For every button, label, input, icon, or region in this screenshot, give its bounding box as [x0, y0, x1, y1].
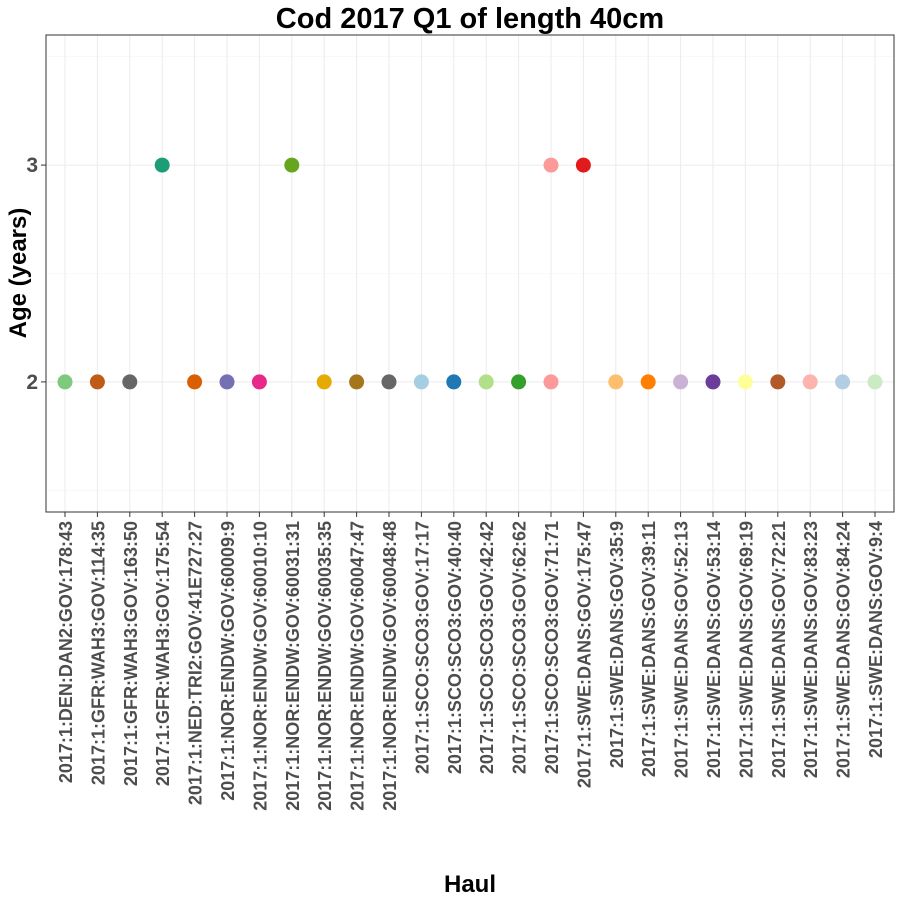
data-point	[57, 374, 73, 390]
data-point	[349, 374, 365, 390]
data-point	[187, 374, 203, 390]
x-tick-label: 2017:1:NOR:ENDW:GOV:60010:10	[250, 521, 270, 811]
data-point	[867, 374, 883, 390]
x-tick-label: 2017:1:SWE:DANS:GOV:9:4	[866, 521, 886, 758]
chart-title: Cod 2017 Q1 of length 40cm	[276, 3, 664, 35]
plot-panel	[45, 34, 895, 513]
data-point	[705, 374, 721, 390]
data-point	[219, 374, 235, 390]
x-tick-label: 2017:1:SWE:DANS:GOV:53:14	[704, 521, 724, 778]
data-point	[446, 374, 462, 390]
grid	[46, 35, 894, 512]
data-point	[770, 374, 786, 390]
data-point	[381, 374, 397, 390]
y-tick-label: 2	[26, 371, 38, 394]
x-tick-label: 2017:1:SWE:DANS:GOV:84:24	[834, 521, 854, 778]
data-point	[154, 157, 170, 173]
y-axis: 23	[26, 154, 46, 394]
x-tick-label: 2017:1:NED:TRI2:GOV:41E727:27	[186, 521, 206, 805]
x-tick-label: 2017:1:GFR:WAH3:GOV:175:54	[153, 521, 173, 786]
data-point	[673, 374, 689, 390]
data-point	[608, 374, 624, 390]
x-tick-label: 2017:1:NOR:ENDW:GOV:60047:47	[348, 521, 368, 811]
x-tick-label: 2017:1:NOR:ENDW:GOV:60048:48	[380, 521, 400, 811]
data-point	[640, 374, 656, 390]
x-tick-label: 2017:1:SCO:SCO3:GOV:42:42	[477, 521, 497, 774]
data-point	[316, 374, 332, 390]
x-tick-label: 2017:1:SWE:DANS:GOV:69:19	[736, 521, 756, 778]
y-axis-title: Age (years)	[5, 208, 32, 339]
x-tick-label: 2017:1:SCO:SCO3:GOV:62:62	[510, 521, 530, 774]
data-point	[835, 374, 851, 390]
x-tick-label: 2017:1:SWE:DANS:GOV:52:13	[672, 521, 692, 778]
x-tick-label: 2017:1:SWE:DANS:GOV:35:9	[607, 521, 627, 768]
data-point	[543, 374, 559, 390]
data-point	[413, 374, 429, 390]
data-point	[284, 157, 300, 173]
x-tick-label: 2017:1:GFR:WAH3:GOV:163:50	[121, 521, 141, 786]
data-points	[57, 157, 883, 390]
data-point	[543, 157, 559, 173]
x-tick-label: 2017:1:SWE:DANS:GOV:175:47	[574, 521, 594, 788]
data-point	[251, 374, 267, 390]
data-point	[511, 374, 527, 390]
x-tick-label: 2017:1:SWE:DANS:GOV:83:23	[801, 521, 821, 778]
x-tick-label: 2017:1:NOR:ENDW:GOV:60031:31	[283, 521, 303, 811]
y-tick-label: 3	[26, 154, 38, 177]
x-tick-label: 2017:1:SCO:SCO3:GOV:40:40	[445, 521, 465, 774]
data-point	[802, 374, 818, 390]
x-tick-label: 2017:1:NOR:ENDW:GOV:60009:9	[218, 521, 238, 801]
x-tick-label: 2017:1:SCO:SCO3:GOV:17:17	[412, 521, 432, 774]
x-tick-label: 2017:1:SCO:SCO3:GOV:71:71	[542, 521, 562, 774]
x-tick-label: 2017:1:GFR:WAH3:GOV:114:35	[88, 521, 108, 785]
x-tick-label: 2017:1:SWE:DANS:GOV:72:21	[769, 521, 789, 778]
x-axis: 2017:1:DEN:DAN2:GOV:178:43 2017:1:GFR:WAH…	[56, 512, 886, 811]
x-tick-label: 2017:1:DEN:DAN2:GOV:178:43	[56, 521, 76, 783]
data-point	[122, 374, 138, 390]
data-point	[575, 157, 591, 173]
x-tick-label: 2017:1:NOR:ENDW:GOV:60035:35	[315, 521, 335, 811]
x-axis-title: Haul	[444, 871, 496, 898]
data-point	[89, 374, 105, 390]
x-tick-label: 2017:1:SWE:DANS:GOV:39:11	[639, 521, 659, 777]
data-point	[478, 374, 494, 390]
data-point	[737, 374, 753, 390]
